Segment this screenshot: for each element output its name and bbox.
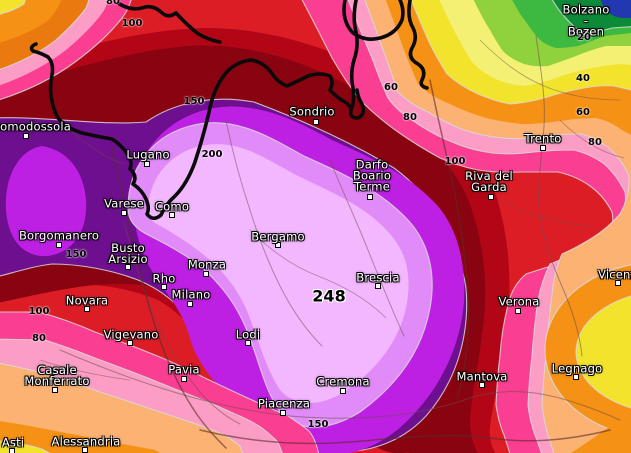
river-ticino <box>123 221 241 425</box>
city-marker-legnago <box>573 374 579 380</box>
national-border-group <box>29 0 429 221</box>
city-marker-vicenza <box>615 280 621 286</box>
city-marker-alessandria <box>82 447 88 453</box>
band-e-navy <box>600 0 631 18</box>
city-marker-pavia <box>181 376 187 382</box>
province-line-3 <box>499 199 593 227</box>
river-po <box>59 349 621 421</box>
national-border-east <box>407 0 429 90</box>
city-marker-busto-arsizio <box>125 264 131 270</box>
river-oglio <box>329 159 405 337</box>
city-marker-riva-del-garda <box>488 194 494 200</box>
province-line-5 <box>39 359 131 381</box>
city-marker-darfo-boario-terme <box>367 194 373 200</box>
city-marker-milano <box>187 301 193 307</box>
city-marker-casale-monferrato <box>52 387 58 393</box>
province-line-2 <box>559 119 625 159</box>
city-marker-verona <box>515 308 521 314</box>
city-marker-trento <box>540 145 546 151</box>
band-se-corner-orange <box>570 411 631 453</box>
band-pale-plum <box>148 144 409 404</box>
city-marker-bergamo <box>275 242 281 248</box>
city-marker-novara <box>84 306 90 312</box>
city-marker-varese <box>121 210 127 216</box>
city-marker-como <box>169 212 175 218</box>
province-line-1 <box>479 39 621 101</box>
national-border-north <box>116 1 222 44</box>
city-marker-sondrio <box>313 119 319 125</box>
national-border-loop <box>342 0 405 41</box>
city-marker-lodi <box>245 340 251 346</box>
province-line-6 <box>249 229 387 319</box>
city-marker-brescia <box>375 283 381 289</box>
city-marker-cremona <box>340 388 346 394</box>
regional-border-south <box>199 429 611 445</box>
city-marker-monza <box>203 271 209 277</box>
city-marker-bolzano-bozen <box>580 32 586 38</box>
city-marker-domodossola <box>23 133 29 139</box>
band-west-violet <box>5 146 87 257</box>
city-marker-rho <box>161 284 167 290</box>
city-marker-mantova <box>479 382 485 388</box>
band-se-yellow <box>575 295 631 409</box>
river-adige <box>535 35 583 357</box>
city-marker-piacenza <box>280 410 286 416</box>
river-adda <box>225 119 323 347</box>
band-nw-yellow <box>0 0 26 15</box>
city-marker-asti <box>9 448 15 453</box>
band-sw-orange <box>0 421 161 453</box>
city-marker-lugano <box>144 161 150 167</box>
city-marker-vigevano <box>127 340 133 346</box>
national-border-west <box>29 42 353 221</box>
regional-border-west <box>111 147 227 449</box>
city-marker-borgomanero <box>56 242 62 248</box>
band-nw-orange <box>0 0 62 43</box>
admin-borders-group <box>39 35 625 449</box>
regional-border-east <box>429 79 470 397</box>
